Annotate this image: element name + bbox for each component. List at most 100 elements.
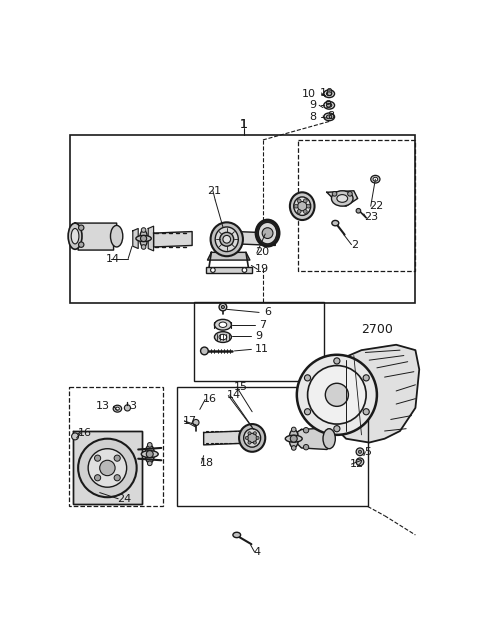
Ellipse shape	[215, 227, 238, 252]
Ellipse shape	[326, 92, 332, 95]
Bar	[194, 303, 324, 381]
Polygon shape	[133, 228, 138, 248]
Text: 6: 6	[264, 307, 272, 317]
Bar	[73, 431, 142, 504]
Circle shape	[253, 432, 256, 435]
Text: 2700: 2700	[361, 323, 394, 336]
Ellipse shape	[220, 232, 234, 246]
Text: 8: 8	[309, 112, 316, 122]
Bar	[71, 135, 415, 303]
Circle shape	[88, 449, 127, 487]
Text: 21: 21	[207, 186, 222, 196]
Circle shape	[114, 455, 120, 461]
Ellipse shape	[326, 104, 332, 108]
Ellipse shape	[285, 435, 302, 442]
Circle shape	[124, 405, 131, 411]
Ellipse shape	[136, 236, 151, 241]
Circle shape	[332, 191, 337, 196]
Ellipse shape	[290, 192, 314, 220]
Text: 22: 22	[369, 201, 384, 211]
Bar	[299, 140, 415, 271]
Text: 10: 10	[320, 88, 334, 98]
Text: 7: 7	[259, 320, 266, 330]
Ellipse shape	[110, 225, 123, 247]
Text: 12: 12	[350, 459, 364, 469]
Circle shape	[256, 436, 259, 440]
Circle shape	[334, 358, 340, 364]
Ellipse shape	[298, 202, 307, 211]
Text: 10: 10	[302, 89, 316, 99]
Bar	[206, 267, 252, 273]
Circle shape	[359, 451, 361, 453]
Circle shape	[193, 419, 199, 426]
Ellipse shape	[324, 90, 335, 97]
Circle shape	[201, 347, 208, 355]
Circle shape	[245, 436, 248, 440]
Text: 14: 14	[227, 390, 241, 400]
Circle shape	[290, 435, 297, 442]
Circle shape	[147, 442, 152, 447]
Ellipse shape	[239, 424, 265, 452]
Circle shape	[356, 458, 364, 466]
Circle shape	[248, 432, 251, 435]
Polygon shape	[327, 191, 358, 206]
Ellipse shape	[294, 197, 311, 216]
Circle shape	[303, 444, 309, 450]
Ellipse shape	[248, 433, 257, 442]
Circle shape	[303, 209, 307, 213]
Circle shape	[146, 451, 153, 458]
Text: 19: 19	[255, 264, 269, 275]
Circle shape	[303, 199, 307, 203]
Ellipse shape	[233, 532, 240, 538]
Ellipse shape	[116, 407, 120, 410]
Ellipse shape	[71, 228, 79, 244]
Text: 4: 4	[254, 547, 261, 557]
Circle shape	[356, 209, 361, 213]
Circle shape	[141, 244, 146, 249]
Ellipse shape	[332, 220, 339, 226]
Circle shape	[334, 426, 340, 432]
Ellipse shape	[141, 451, 158, 458]
Circle shape	[297, 209, 301, 213]
Circle shape	[297, 199, 301, 203]
Circle shape	[356, 448, 364, 456]
Circle shape	[348, 191, 352, 196]
Ellipse shape	[324, 101, 335, 109]
Ellipse shape	[258, 222, 277, 244]
Polygon shape	[148, 226, 154, 251]
Text: 17: 17	[183, 416, 197, 426]
Circle shape	[291, 427, 296, 432]
Ellipse shape	[219, 334, 227, 340]
Circle shape	[78, 438, 137, 497]
Circle shape	[363, 409, 369, 415]
Circle shape	[304, 375, 311, 381]
Circle shape	[219, 303, 227, 311]
Polygon shape	[154, 232, 192, 247]
Text: 1: 1	[240, 118, 248, 131]
Ellipse shape	[326, 115, 332, 119]
Circle shape	[248, 441, 251, 444]
Ellipse shape	[223, 236, 230, 243]
Text: 13: 13	[96, 401, 110, 411]
Ellipse shape	[68, 223, 82, 249]
Ellipse shape	[145, 445, 155, 463]
Ellipse shape	[289, 429, 299, 448]
Circle shape	[304, 409, 311, 415]
Circle shape	[95, 475, 101, 481]
Circle shape	[253, 441, 256, 444]
Text: 9: 9	[309, 100, 316, 110]
Circle shape	[363, 375, 369, 381]
Ellipse shape	[324, 113, 335, 121]
Bar	[69, 387, 163, 506]
Text: 1: 1	[240, 118, 248, 131]
Text: 16: 16	[203, 394, 217, 404]
Circle shape	[325, 383, 348, 406]
Text: 15: 15	[234, 382, 248, 392]
Text: 14: 14	[106, 253, 120, 264]
Circle shape	[221, 305, 225, 308]
Circle shape	[95, 455, 101, 461]
Ellipse shape	[256, 220, 279, 246]
Circle shape	[100, 460, 115, 476]
Circle shape	[294, 204, 298, 208]
Circle shape	[79, 242, 84, 247]
